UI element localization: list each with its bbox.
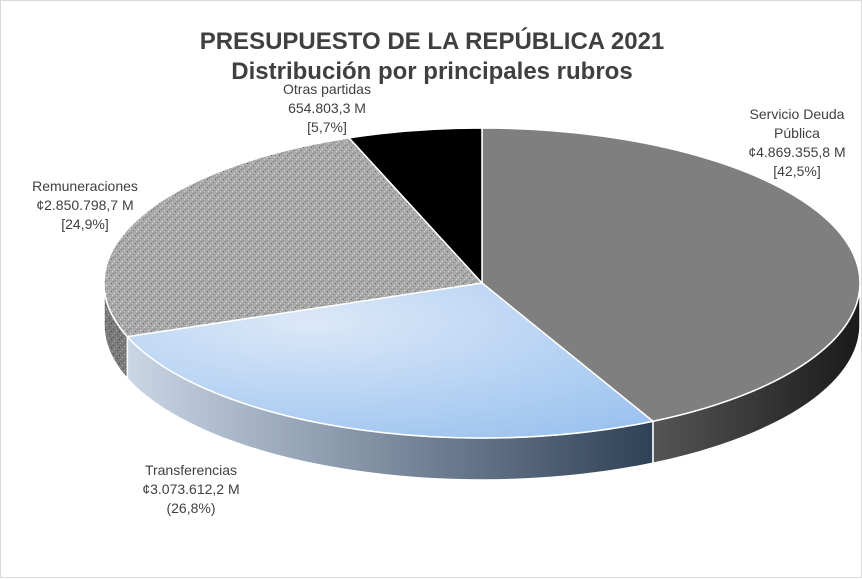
chart-title: PRESUPUESTO DE LA REPÚBLICA 2021: [199, 28, 665, 55]
slice-servicio-deuda-p-blica: [481, 127, 861, 423]
slice-transferencias: [125, 282, 655, 439]
data-label-line: [5,7%]: [307, 119, 347, 135]
data-label-line: Servicio Deuda: [750, 106, 845, 122]
data-label-line: Remuneraciones: [32, 178, 138, 194]
slice-labels: Servicio Deuda Pública ¢4.869.355,8 M [42,5…: [32, 81, 846, 516]
slice-otras-partidas: [347, 127, 483, 285]
data-label-line: [42,5%]: [773, 163, 820, 179]
data-label-servicio-deuda-p-blica: Servicio Deuda Pública ¢4.869.355,8 M [42,5…: [748, 106, 845, 179]
pie-slices: [103, 127, 861, 481]
data-label-line: Pública: [774, 125, 820, 141]
data-label-line: ¢4.869.355,8 M: [748, 144, 845, 160]
chart-subtitle: Distribución por principales rubros: [231, 58, 633, 85]
data-label-line: Transferencias: [145, 462, 237, 478]
data-label-line: ¢2.850.798,7 M: [36, 197, 133, 213]
data-label-otras-partidas: Otras partidas 654.803,3 M [5,7%]: [283, 81, 371, 135]
data-label-line: 654.803,3 M: [288, 100, 366, 116]
data-label-line: (26,8%): [166, 500, 215, 516]
slice-remuneraciones: [103, 137, 484, 338]
data-label-transferencias: Transferencias ¢3.073.612,2 M (26,8%): [142, 462, 239, 516]
data-label-line: ¢3.073.612,2 M: [142, 481, 239, 497]
data-label-line: Otras partidas: [283, 81, 371, 97]
data-label-remuneraciones: Remuneraciones ¢2.850.798,7 M [24,9%]: [32, 178, 138, 232]
data-label-line: [24,9%]: [61, 216, 108, 232]
